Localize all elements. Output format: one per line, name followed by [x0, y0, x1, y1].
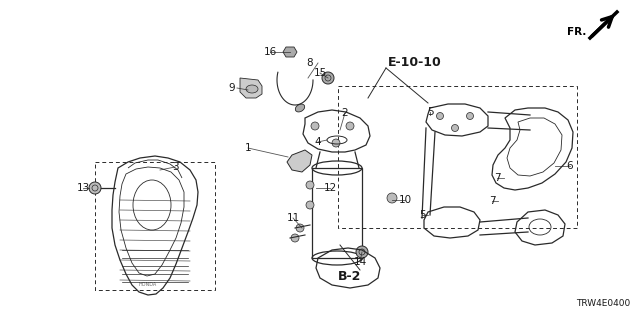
Text: 8: 8 — [307, 58, 314, 68]
Bar — [95, 162, 215, 290]
Circle shape — [332, 139, 340, 147]
Circle shape — [387, 193, 397, 203]
Text: 5: 5 — [427, 107, 433, 117]
Ellipse shape — [246, 85, 258, 93]
Text: TRW4E0400: TRW4E0400 — [576, 299, 630, 308]
Circle shape — [451, 124, 458, 132]
Circle shape — [467, 113, 474, 119]
Text: 5: 5 — [419, 210, 426, 220]
Text: E-10-10: E-10-10 — [388, 55, 442, 68]
Polygon shape — [240, 78, 262, 98]
Text: 14: 14 — [353, 257, 367, 267]
Text: 12: 12 — [323, 183, 337, 193]
Text: 15: 15 — [314, 68, 326, 78]
Text: 2: 2 — [342, 108, 348, 118]
Text: FR.: FR. — [567, 27, 586, 37]
Text: 7: 7 — [493, 173, 500, 183]
Polygon shape — [287, 150, 312, 172]
Text: 4: 4 — [315, 137, 321, 147]
Text: 6: 6 — [566, 161, 573, 171]
Circle shape — [306, 181, 314, 189]
Text: B-2: B-2 — [338, 269, 362, 283]
Circle shape — [346, 122, 354, 130]
Circle shape — [356, 246, 368, 258]
Text: 16: 16 — [264, 47, 276, 57]
Circle shape — [306, 201, 314, 209]
Text: 3: 3 — [172, 162, 179, 172]
Circle shape — [291, 234, 299, 242]
Bar — [338, 86, 577, 228]
Polygon shape — [283, 47, 297, 57]
Circle shape — [296, 224, 304, 232]
Ellipse shape — [295, 104, 305, 112]
Circle shape — [311, 122, 319, 130]
Text: 9: 9 — [228, 83, 236, 93]
Bar — [312, 168, 362, 258]
Circle shape — [89, 182, 101, 194]
Text: 1: 1 — [244, 143, 252, 153]
Text: 13: 13 — [76, 183, 90, 193]
Text: HONDA: HONDA — [139, 283, 157, 287]
Text: 10: 10 — [399, 195, 412, 205]
Text: 11: 11 — [286, 213, 300, 223]
Circle shape — [322, 72, 334, 84]
Circle shape — [436, 113, 444, 119]
Text: 7: 7 — [489, 196, 495, 206]
